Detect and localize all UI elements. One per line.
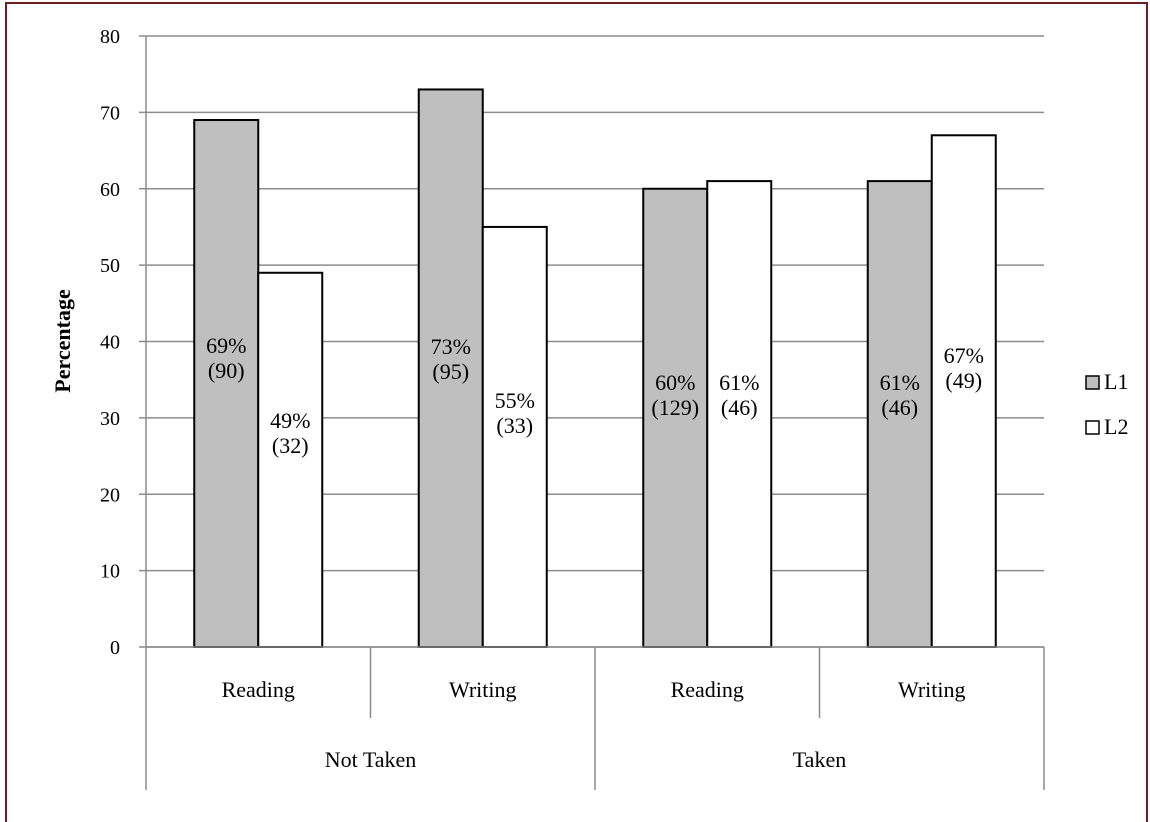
y-tick-label: 20: [100, 484, 120, 506]
data-label: 60%: [655, 370, 695, 395]
y-axis-label: Percentage: [50, 289, 75, 393]
y-axis-ticks: 0 10 20 30 40 50 60 70 80: [100, 26, 147, 659]
x-axis: Reading Writing Reading Writing Not Taken Tak…: [145, 646, 1045, 790]
data-label: (33): [496, 413, 533, 438]
bar-l1: [642, 187, 709, 648]
bar-l1: [866, 180, 933, 649]
bar-labels: 69%(90)73%(95) 60%(129)61%(46)49%(32)55%(…: [206, 333, 984, 458]
bar-l2: [706, 180, 773, 649]
data-label: 61%: [880, 370, 920, 395]
data-label: (46): [721, 395, 758, 420]
data-label: (90): [208, 358, 245, 383]
legend-swatch-l1: [1085, 375, 1100, 390]
legend-label-l1: L1: [1104, 369, 1128, 394]
data-label: 49%: [270, 408, 310, 433]
bars: [193, 88, 997, 649]
y-tick-label: 10: [100, 561, 120, 583]
data-label: 61%: [719, 370, 759, 395]
bar-l1: [193, 119, 260, 648]
legend-swatch-l2: [1085, 420, 1100, 435]
x-group-label: Not Taken: [325, 747, 417, 772]
data-label: 67%: [944, 343, 984, 368]
legend: L1 L2: [1085, 369, 1128, 439]
data-label: 73%: [431, 334, 471, 359]
data-label: (46): [881, 395, 918, 420]
x-group-label: Taken: [793, 747, 846, 772]
data-label: (129): [651, 395, 699, 420]
y-tick-label: 0: [110, 637, 120, 659]
y-tick-label: 60: [100, 179, 120, 201]
y-tick-label: 70: [100, 102, 120, 124]
y-tick-label: 50: [100, 255, 120, 277]
legend-label-l2: L2: [1104, 414, 1128, 439]
y-tick-label: 40: [100, 332, 120, 354]
data-label: (32): [272, 433, 309, 458]
data-label: 55%: [495, 388, 535, 413]
y-tick-label: 80: [100, 26, 120, 48]
bar-l1: [417, 88, 484, 648]
x-category-label: Reading: [222, 677, 295, 702]
data-label: 69%: [206, 333, 246, 358]
data-label: (95): [432, 359, 469, 384]
chart-frame: [5, 2, 1148, 822]
bar-l2: [481, 225, 548, 648]
data-label: (49): [945, 368, 982, 393]
x-category-label: Writing: [449, 677, 517, 702]
bar-l2: [257, 271, 324, 648]
x-category-label: Writing: [898, 677, 966, 702]
y-tick-label: 30: [100, 408, 120, 430]
x-category-label: Reading: [671, 677, 744, 702]
